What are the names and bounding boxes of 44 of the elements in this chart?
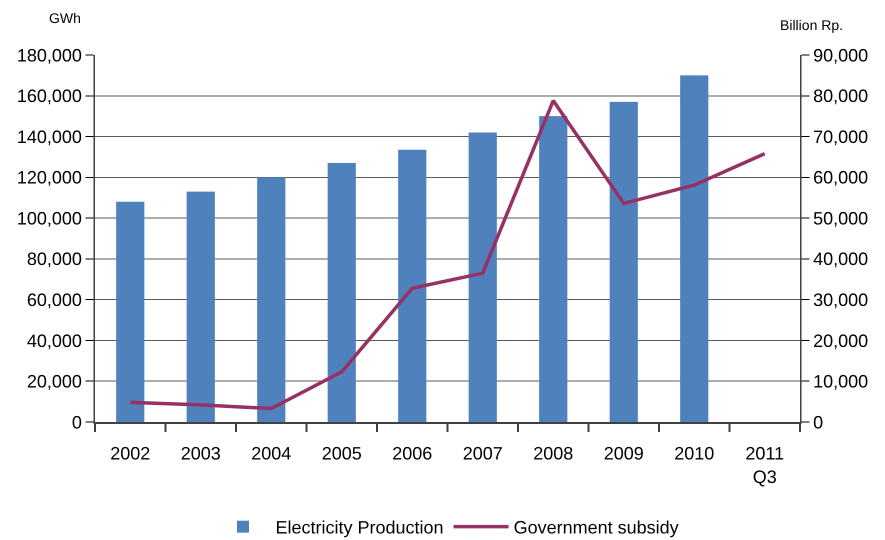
y-tick-label: 160,000 bbox=[16, 86, 82, 106]
bar bbox=[680, 75, 708, 422]
bar bbox=[468, 132, 497, 422]
y2-tick-label: 50,000 bbox=[813, 208, 868, 228]
y2-tick-label: 20,000 bbox=[813, 330, 868, 351]
y2-tick-label: 80,000 bbox=[813, 86, 868, 106]
bar bbox=[328, 163, 356, 422]
x-tick-label: 2007 bbox=[462, 444, 503, 464]
bar bbox=[398, 150, 426, 422]
y-tick-label: 100,000 bbox=[16, 208, 82, 228]
bar bbox=[116, 202, 144, 422]
y-tick-label: 80,000 bbox=[26, 249, 82, 270]
y-tick-label: 0 bbox=[72, 412, 82, 432]
y2-tick-label: 30,000 bbox=[813, 290, 868, 310]
bar bbox=[186, 192, 215, 422]
legend-label: Government subsidy bbox=[514, 518, 679, 538]
y-tick-label: 180,000 bbox=[16, 45, 82, 66]
y-tick-label: 60,000 bbox=[26, 290, 82, 310]
y2-tick-label: 70,000 bbox=[813, 126, 868, 147]
bar bbox=[610, 102, 638, 422]
y2-axis-title: Billion Rp. bbox=[780, 17, 844, 33]
y-axis-title: GWh bbox=[49, 10, 81, 26]
x-tick-label: 2008 bbox=[533, 444, 574, 464]
x-tick-label: 2003 bbox=[180, 444, 221, 464]
y-tick-label: 120,000 bbox=[16, 168, 82, 188]
y2-tick-label: 10,000 bbox=[813, 372, 868, 392]
line-series bbox=[128, 98, 766, 410]
y-tick-label: 40,000 bbox=[26, 330, 82, 351]
y2-tick-label: 40,000 bbox=[813, 249, 868, 270]
x-tick-label: 2002 bbox=[110, 444, 150, 464]
bar bbox=[257, 177, 286, 422]
y-tick-label: 20,000 bbox=[26, 372, 82, 392]
x-tick-label: 2006 bbox=[392, 444, 432, 464]
y2-tick-label: 0 bbox=[813, 412, 824, 432]
y-tick-label: 140,000 bbox=[16, 126, 82, 147]
x-tick-label: 2009 bbox=[604, 444, 644, 464]
bar bbox=[539, 116, 568, 422]
y2-tick-label: 90,000 bbox=[813, 45, 868, 66]
x-tick-label: 2004 bbox=[251, 444, 292, 464]
x-tick-label: 2005 bbox=[322, 444, 362, 464]
x-tick-label: 2010 bbox=[674, 444, 714, 464]
y2-tick-label: 60,000 bbox=[813, 168, 868, 188]
x-tick-label: 2011 Q3 bbox=[745, 444, 784, 487]
legend-label: Electricity Production bbox=[276, 518, 444, 538]
